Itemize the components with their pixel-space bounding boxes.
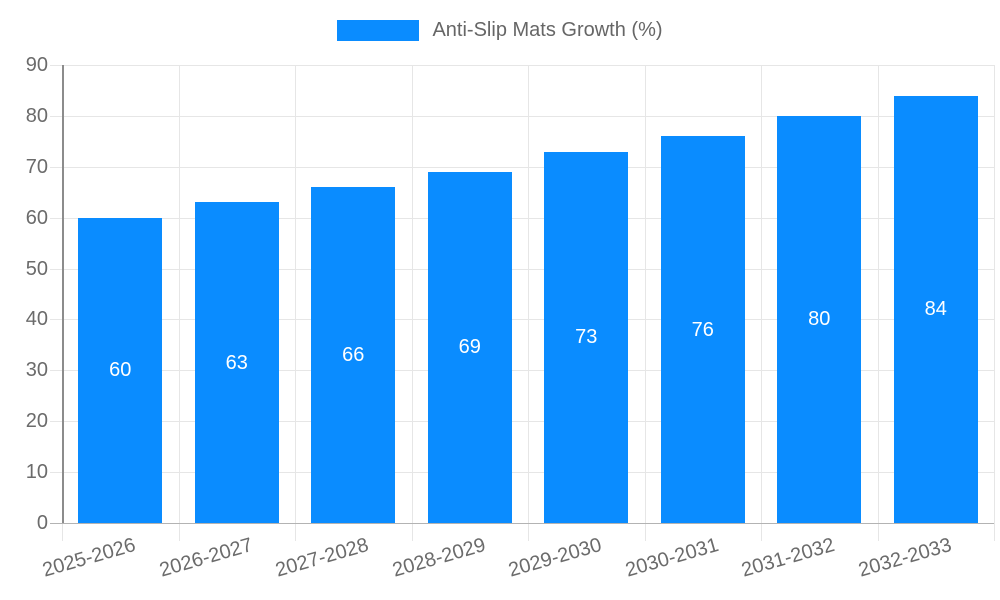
bar-2028-2029: [427, 171, 512, 523]
y-axis-tick-label: 50: [25, 257, 48, 280]
x-axis-tick: [877, 523, 879, 541]
bar-value-label: 69: [458, 336, 481, 359]
chart-legend[interactable]: Anti-Slip Mats Growth (%): [0, 20, 1000, 41]
y-axis-tick-label: 80: [25, 104, 48, 127]
bar-value-label: 76: [691, 318, 714, 341]
y-gridline: [50, 319, 994, 321]
x-axis-tick: [295, 523, 296, 541]
y-gridline: [50, 65, 994, 66]
x-gridline: [761, 65, 762, 523]
x-gridline: [877, 65, 879, 523]
y-gridline: [50, 472, 994, 474]
x-gridline: [411, 65, 413, 523]
x-axis-tick: [178, 523, 180, 541]
bar-2031-2032: [777, 115, 862, 523]
y-axis-tick-label: 90: [25, 54, 48, 76]
x-axis-tick: [411, 523, 413, 541]
y-axis-tick-label: 70: [25, 155, 48, 178]
x-gridline: [295, 65, 296, 523]
y-axis-tick-label: 20: [25, 410, 48, 433]
bar-2026-2027: [194, 202, 279, 523]
bar-value-label: 73: [575, 326, 598, 349]
x-gridline: [178, 65, 180, 523]
x-axis-line: [50, 523, 994, 524]
plot-area: [62, 65, 994, 523]
y-axis-tick-label: 30: [25, 359, 48, 382]
bar-2029-2030: [544, 151, 629, 523]
y-axis-tick-label: 60: [25, 206, 48, 229]
y-gridline: [50, 370, 994, 372]
legend-label: Anti-Slip Mats Growth (%): [432, 19, 663, 41]
x-gridline: [644, 65, 646, 523]
y-axis-tick-label: 40: [25, 308, 48, 331]
x-axis-tick: [528, 523, 529, 541]
y-axis-tick-label: 0: [36, 512, 48, 534]
bar-2027-2028: [311, 187, 396, 523]
bar-2025-2026: [78, 217, 163, 523]
legend-color-swatch: [337, 20, 420, 41]
y-gridline: [50, 166, 994, 168]
x-gridline: [994, 65, 995, 523]
x-axis-tick: [761, 523, 762, 541]
x-axis-tick: [644, 523, 646, 541]
bar-value-label: 66: [342, 344, 365, 367]
y-axis-line: [62, 65, 64, 523]
x-axis-tick: [994, 523, 995, 541]
bar-value-label: 84: [924, 298, 947, 321]
y-axis-tick-label: 10: [25, 461, 48, 484]
y-gridline: [50, 421, 994, 423]
y-gridline: [50, 268, 994, 270]
y-gridline: [50, 217, 994, 219]
x-gridline: [528, 65, 529, 523]
bar-2032-2033: [893, 95, 978, 523]
y-gridline: [50, 115, 994, 117]
x-axis-tick: [62, 523, 63, 541]
bar-2030-2031: [660, 136, 745, 523]
bar-value-label: 63: [225, 351, 248, 374]
bar-value-label: 60: [109, 359, 132, 382]
bar-value-label: 80: [808, 308, 831, 331]
